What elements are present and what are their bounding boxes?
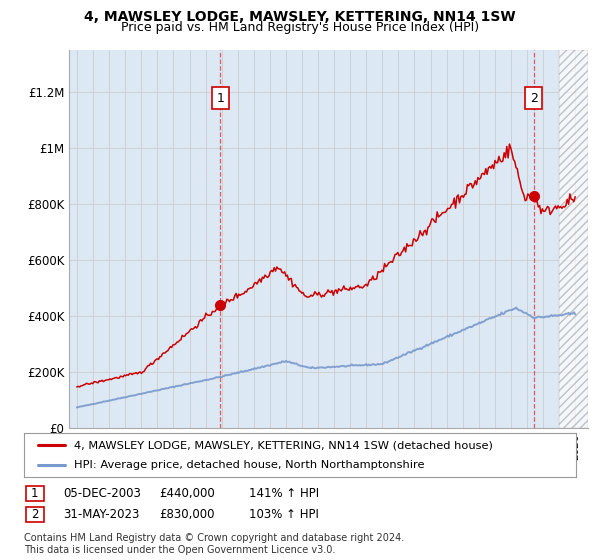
Text: 05-DEC-2003: 05-DEC-2003 — [63, 487, 141, 501]
Text: £440,000: £440,000 — [159, 487, 215, 501]
Text: 1: 1 — [31, 487, 38, 501]
Text: HPI: Average price, detached house, North Northamptonshire: HPI: Average price, detached house, Nort… — [74, 460, 424, 470]
Text: 4, MAWSLEY LODGE, MAWSLEY, KETTERING, NN14 1SW (detached house): 4, MAWSLEY LODGE, MAWSLEY, KETTERING, NN… — [74, 440, 493, 450]
Bar — [559, 50, 588, 428]
Text: 2: 2 — [31, 507, 38, 521]
Text: 141% ↑ HPI: 141% ↑ HPI — [249, 487, 319, 501]
Text: 1: 1 — [217, 91, 224, 105]
Text: £830,000: £830,000 — [159, 507, 215, 521]
Text: Contains HM Land Registry data © Crown copyright and database right 2024.
This d: Contains HM Land Registry data © Crown c… — [24, 533, 404, 555]
Text: 2: 2 — [530, 91, 538, 105]
Text: Price paid vs. HM Land Registry's House Price Index (HPI): Price paid vs. HM Land Registry's House … — [121, 21, 479, 34]
Text: 31-MAY-2023: 31-MAY-2023 — [63, 507, 139, 521]
Text: 103% ↑ HPI: 103% ↑ HPI — [249, 507, 319, 521]
Text: 4, MAWSLEY LODGE, MAWSLEY, KETTERING, NN14 1SW: 4, MAWSLEY LODGE, MAWSLEY, KETTERING, NN… — [84, 10, 516, 24]
